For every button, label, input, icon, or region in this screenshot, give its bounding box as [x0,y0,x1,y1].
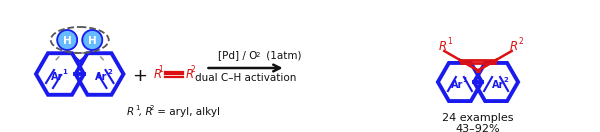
Text: 1: 1 [463,77,467,83]
Text: 2: 2 [150,105,154,111]
Text: 24 examples: 24 examples [442,113,514,123]
Text: R: R [154,67,161,81]
Text: 1: 1 [135,105,139,111]
Text: = aryl, alkyl: = aryl, alkyl [154,107,220,117]
Text: 1: 1 [447,37,452,46]
Text: 2: 2 [107,69,112,75]
Text: R: R [185,67,194,81]
Circle shape [57,30,77,50]
Text: 2: 2 [518,37,523,46]
Text: Ar: Ar [451,80,463,90]
Text: H: H [88,36,97,46]
Text: 1: 1 [62,69,67,75]
Text: Ar: Ar [51,72,63,82]
Text: Ar: Ar [95,72,107,82]
Text: 43–92%: 43–92% [455,124,500,132]
Text: 2: 2 [504,77,508,83]
Text: R: R [509,39,518,53]
Text: 2: 2 [256,52,260,58]
Text: H: H [63,36,71,46]
Text: Ar: Ar [492,80,504,90]
Text: dual C–H activation: dual C–H activation [195,73,296,83]
Text: (1atm): (1atm) [263,50,302,60]
Text: 1: 1 [158,65,163,74]
Text: [Pd] / O: [Pd] / O [218,50,257,60]
Text: R: R [438,39,446,53]
Text: 2: 2 [191,65,196,74]
Text: +: + [132,67,147,85]
Circle shape [82,30,102,50]
Text: , R: , R [139,107,152,117]
Text: R: R [127,107,134,117]
